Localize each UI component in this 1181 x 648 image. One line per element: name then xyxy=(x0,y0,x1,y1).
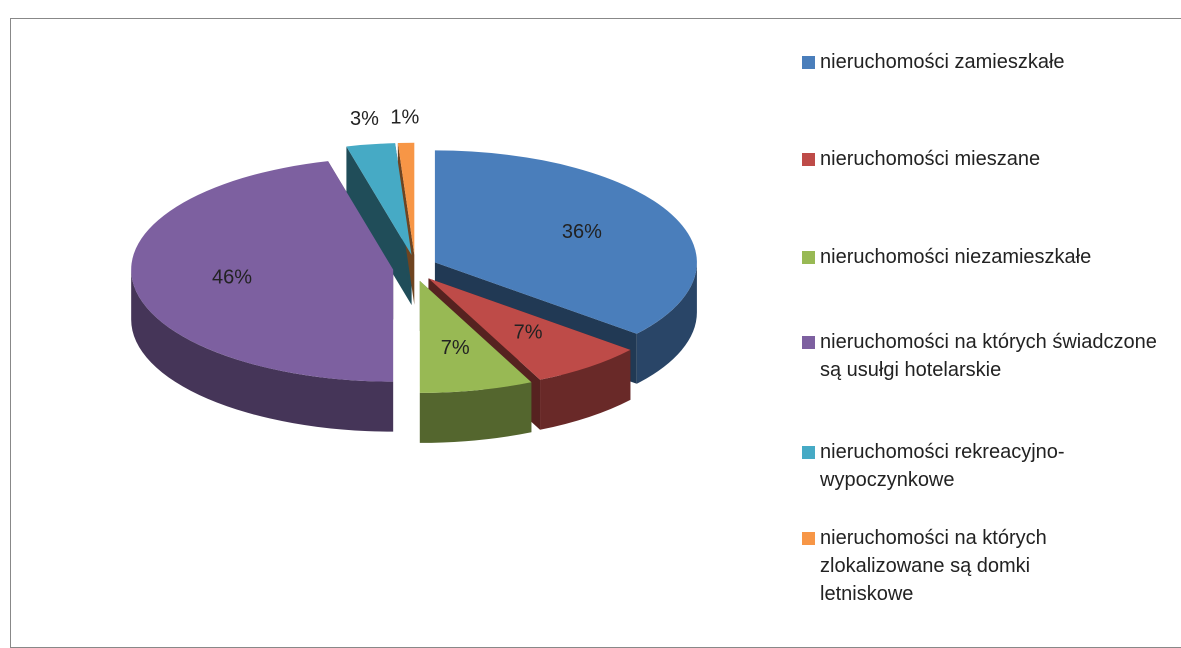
slice xyxy=(419,280,532,393)
data-label: 46% xyxy=(212,267,252,289)
legend-entry: nieruchomości rekreacyjno-wypoczynkowe xyxy=(802,438,1181,494)
legend-swatch xyxy=(802,532,815,545)
legend-swatch xyxy=(802,251,815,264)
legend-label: nieruchomości na których świadczone są u… xyxy=(820,331,1157,381)
legend-entry: nieruchomości zamieszkałe xyxy=(802,48,1181,76)
slice-side xyxy=(636,262,697,384)
legend-label: nieruchomości niezamieszkałe xyxy=(820,246,1092,268)
slice-side xyxy=(131,269,394,432)
legend-label: nieruchomości zamieszkałe xyxy=(820,51,1065,73)
pie-chart: 36% 7% 7% 46% 3% 1% xyxy=(131,106,697,443)
slice xyxy=(428,278,631,380)
legend-swatch xyxy=(802,446,815,459)
legend-label: nieruchomości mieszane xyxy=(820,148,1041,170)
data-label: 7% xyxy=(441,337,470,359)
slice-wall xyxy=(346,146,412,305)
slice-side xyxy=(419,382,532,443)
data-label: 7% xyxy=(514,322,543,344)
legend-entry: nieruchomości niezamieszkałe xyxy=(802,243,1181,271)
slice xyxy=(346,143,412,255)
slice xyxy=(397,142,415,255)
slice xyxy=(434,150,697,334)
legend-entry: nieruchomości na których zlokalizowane s… xyxy=(802,524,1181,608)
data-label: 36% xyxy=(562,221,602,243)
data-label: 3% xyxy=(350,108,379,130)
slice-side xyxy=(540,349,631,430)
pie-tops xyxy=(131,142,697,393)
legend-label: nieruchomości na których zlokalizowane s… xyxy=(820,527,1047,605)
legend-label: nieruchomości rekreacyjno-wypoczynkowe xyxy=(820,441,1065,491)
legend-entry: nieruchomości mieszane xyxy=(802,145,1181,173)
legend-swatch xyxy=(802,56,815,69)
legend-swatch xyxy=(802,336,815,349)
data-label: 1% xyxy=(390,106,419,128)
legend-swatch xyxy=(802,153,815,166)
legend-entry: nieruchomości na których świadczone są u… xyxy=(802,328,1181,384)
legend: nieruchomości zamieszkałe nieruchomości m… xyxy=(802,0,1181,637)
slice xyxy=(131,161,394,382)
